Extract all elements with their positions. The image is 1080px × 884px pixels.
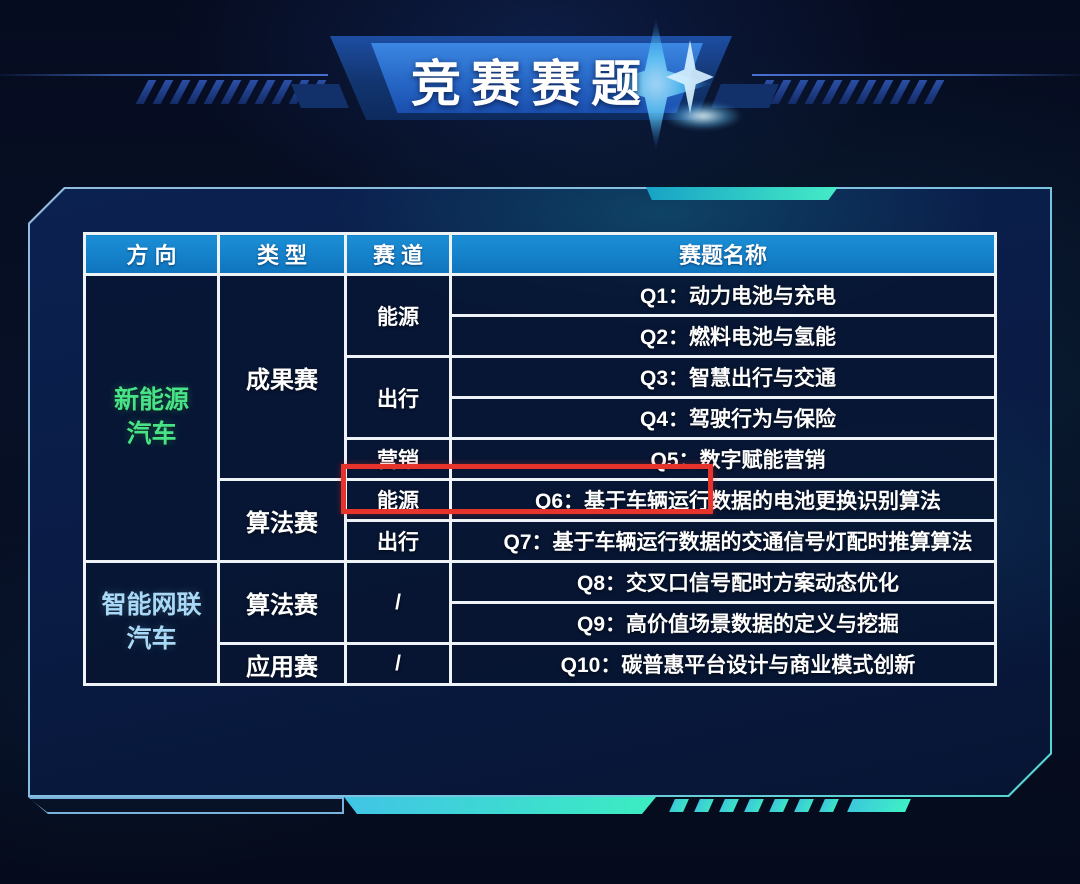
table-header-row: 方 向 类 型 赛 道 赛题名称 [83,232,997,276]
cell-topic-q2: Q2：燃料电池与氢能 [449,314,997,358]
cell-topic-q8: Q8：交叉口信号配时方案动态优化 [449,560,997,604]
highlight-box-q5 [341,464,713,514]
table-row: 出行 Q7：基于车辆运行数据的交通信号灯配时推算算法 [85,519,997,563]
table-row: Q9：高价值场景数据的定义与挖掘 [85,601,997,645]
header-direction: 方 向 [83,232,220,276]
table-row: Q4：驾驶行为与保险 [85,396,997,440]
cell-topic-q6: Q6：基于车辆运行数据的电池更换识别算法 [449,478,997,522]
cell-topic-q9: Q9：高价值场景数据的定义与挖掘 [449,601,997,645]
cell-direction-icv: 智能网联 汽车 [83,560,220,686]
cell-topic-q7: Q7：基于车辆运行数据的交通信号灯配时推算算法 [449,519,997,563]
page-title: 竞赛赛题 [411,56,651,112]
title-side-line-left [0,74,328,76]
cell-track-energy-1: 能源 [344,273,452,358]
bottom-bar-end-block [847,799,911,812]
table-row: 算法赛 能源 Q6：基于车辆运行数据的电池更换识别算法 [85,478,997,563]
header-type: 类 型 [217,232,347,276]
cell-topic-q1: Q1：动力电池与充电 [449,273,997,317]
sparkle-flare [664,102,742,130]
cell-track-marketing: 营销 [344,437,452,481]
table-row: 智能网联 汽车 算法赛 / Q8：交叉口信号配时方案动态优化 [83,560,997,686]
topics-table: 方 向 类 型 赛 道 赛题名称 新能源 汽车 成果赛 能源 Q1：动力电池与充… [83,232,997,686]
header-topic: 赛题名称 [449,232,997,276]
header-track: 赛 道 [344,232,452,276]
table-row: 新能源 汽车 成果赛 能源 Q1：动力电池与充电 [83,273,997,563]
bottom-bar-cyan [344,797,656,814]
title-side-line-right [752,74,1080,76]
cell-topic-q3: Q3：智慧出行与交通 [449,355,997,399]
cell-topic-q4: Q4：驾驶行为与保险 [449,396,997,440]
cell-topic-q10: Q10：碳普惠平台设计与商业模式创新 [449,642,997,686]
table-row: 出行 Q3：智慧出行与交通 [85,355,997,440]
table-row: 应用赛 / Q10：碳普惠平台设计与商业模式创新 [85,642,997,686]
cell-type-algorithm-icv: 算法赛 [217,560,347,645]
cell-type-achievement: 成果赛 [217,273,347,481]
table-row: Q2：燃料电池与氢能 [85,314,997,358]
cell-type-application: 应用赛 [217,642,347,686]
cell-track-travel-2: 出行 [344,519,452,563]
cell-track-slash-algorithm: / [344,560,452,645]
frame-top-accent [646,187,838,200]
bottom-bar-dark [30,799,342,812]
cell-track-travel-1: 出行 [344,355,452,440]
title-hatch-stripes-right [753,80,945,104]
cell-direction-nev: 新能源 汽车 [83,273,220,563]
cell-track-slash-application: / [344,642,452,686]
bottom-bar-stripes [669,799,839,812]
cell-type-algorithm-nev: 算法赛 [217,478,347,563]
